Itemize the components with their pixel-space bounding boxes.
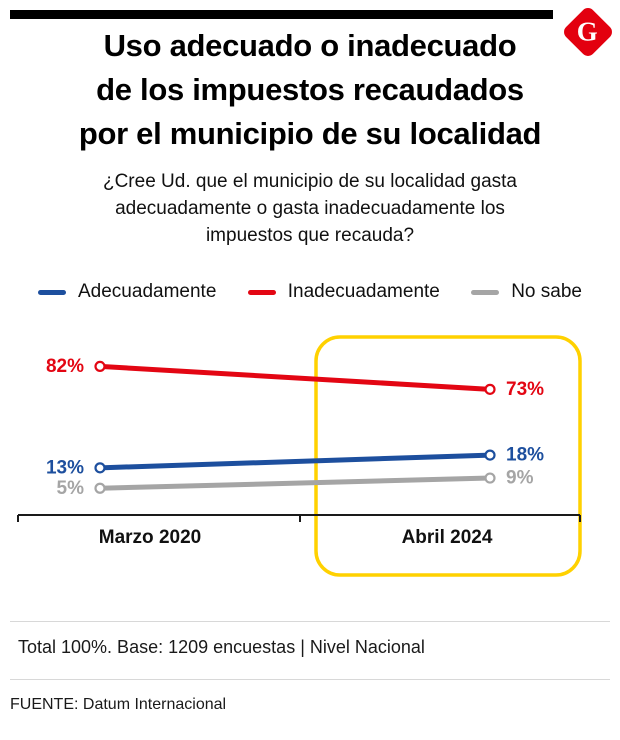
value-label-adecuadamente-end: 18% <box>506 445 544 466</box>
legend-marker-inadecuadamente <box>247 289 276 295</box>
chart-legend: Adecuadamente Inadecuadamente No sabe <box>0 281 620 303</box>
title-line-1: Uso adecuado o inadecuado <box>103 28 517 63</box>
category-label-1: Marzo 2020 <box>99 527 201 548</box>
survey-question: ¿Cree Ud. que el municipio de su localid… <box>0 168 620 249</box>
series-line-inadecuadamente <box>99 363 491 392</box>
data-point-adecuadamente <box>94 462 106 474</box>
value-label-no-sabe-start: 5% <box>57 478 85 499</box>
legend-item-adecuadamente: Adecuadamente <box>38 281 216 303</box>
base-note: Total 100%. Base: 1209 encuestas | Nivel… <box>18 637 425 657</box>
highlight-box-abril-2024 <box>314 335 582 577</box>
title-line-2: de los impuestos recaudados <box>96 72 524 107</box>
divider-top <box>10 621 610 622</box>
legend-marker-no-sabe <box>471 289 500 295</box>
legend-label-no-sabe: No sabe <box>511 281 582 302</box>
legend-label-adecuadamente: Adecuadamente <box>78 281 217 302</box>
value-label-no-sabe-end: 9% <box>506 468 534 489</box>
series-line-no-sabe <box>99 475 491 491</box>
legend-label-inadecuadamente: Inadecuadamente <box>287 281 440 302</box>
title-line-3: por el municipio de su localidad <box>78 116 542 151</box>
value-label-inadecuadamente-start: 82% <box>46 356 84 377</box>
data-point-no-sabe <box>94 482 106 494</box>
top-accent-bar <box>10 10 553 19</box>
data-point-inadecuadamente <box>484 383 496 395</box>
page-title: Uso adecuado o inadecuado de los impuest… <box>0 24 620 156</box>
series-line-adecuadamente <box>99 452 491 471</box>
question-line-2: adecuadamente o gasta inadecuadamente lo… <box>115 198 505 219</box>
question-line-3: impuestos que recauda? <box>205 225 415 246</box>
data-point-adecuadamente <box>484 449 496 461</box>
value-label-inadecuadamente-end: 73% <box>506 379 544 400</box>
legend-item-inadecuadamente: Inadecuadamente <box>247 281 440 303</box>
divider-bottom <box>10 679 610 680</box>
source-note: FUENTE: Datum Internacional <box>10 696 227 713</box>
category-label-2: Abril 2024 <box>402 527 493 548</box>
legend-marker-adecuadamente <box>38 289 66 295</box>
question-line-1: ¿Cree Ud. que el municipio de su localid… <box>102 171 517 192</box>
legend-item-no-sabe: No sabe <box>471 281 582 303</box>
value-label-adecuadamente-start: 13% <box>46 457 84 478</box>
data-point-no-sabe <box>484 472 496 484</box>
data-point-inadecuadamente <box>94 360 106 372</box>
